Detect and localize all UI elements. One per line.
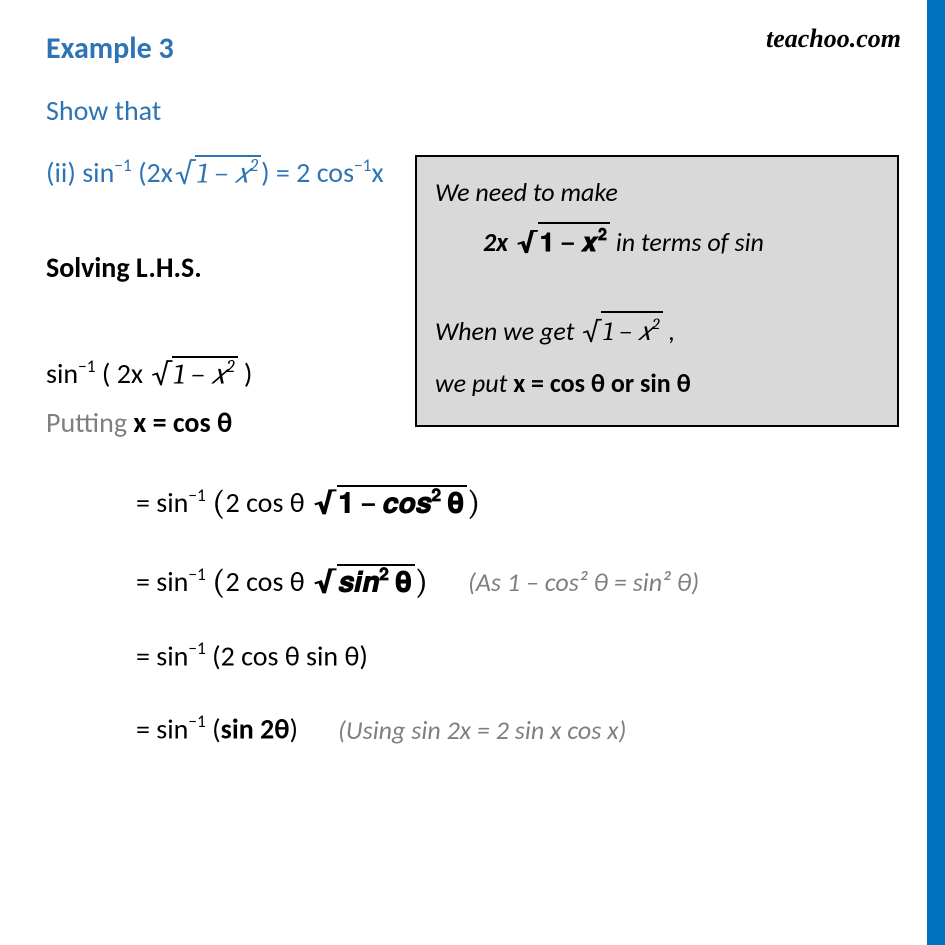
step-4-note: (Using sin 2x = 2 sin x cos x) <box>338 714 626 746</box>
show-that-label: Show that <box>46 93 899 128</box>
hint-line-1: We need to make <box>435 173 879 212</box>
sqrt-expr-2: 1 − 𝑥2 <box>149 355 237 391</box>
lhs-close: ) <box>261 155 270 190</box>
sqrt-expr: 1 − 𝑥2 <box>173 154 261 190</box>
sqrt-step2: 𝒔𝒊𝒏𝟐 𝛉 <box>311 563 415 599</box>
side-accent-bar <box>927 0 945 945</box>
step-4: = sin−1 (sin 2θ) (Using sin 2x = 2 sin x… <box>136 711 899 746</box>
hint-box: We need to make 2x 𝟏 − 𝒙𝟐 in terms of si… <box>415 155 899 427</box>
sin-text: sin <box>82 155 114 190</box>
step-2-note: (As 1 – cos² θ = sin² θ) <box>468 566 699 598</box>
sin-exponent: −1 <box>114 154 131 176</box>
hint-line-4: we put x = cos θ or sin θ <box>435 364 879 403</box>
problem-part: (ii) <box>46 155 76 190</box>
step-3: = sin−1 (2 cos θ sin θ) <box>136 638 899 673</box>
rhs-tail: x <box>371 155 383 190</box>
lhs-open: (2x <box>132 155 173 190</box>
hint-line-2: 2x 𝟏 − 𝒙𝟐 in terms of sin <box>483 222 879 265</box>
cos-exponent: −1 <box>354 154 371 176</box>
hint-line-3: When we get 1 − 𝑥2 , <box>435 311 879 354</box>
equals: = 2 cos <box>270 155 354 190</box>
sqrt-step1: 𝟏 − 𝒄𝒐𝒔𝟐 𝛉 <box>311 484 467 520</box>
watermark-logo: teachoo.com <box>766 24 901 54</box>
step-1: = sin−1 (2 cos θ 𝟏 − 𝒄𝒐𝒔𝟐 𝛉) <box>136 480 899 521</box>
step-2: = sin−1 (2 cos θ 𝒔𝒊𝒏𝟐 𝛉) (As 1 – cos² θ … <box>136 559 899 600</box>
